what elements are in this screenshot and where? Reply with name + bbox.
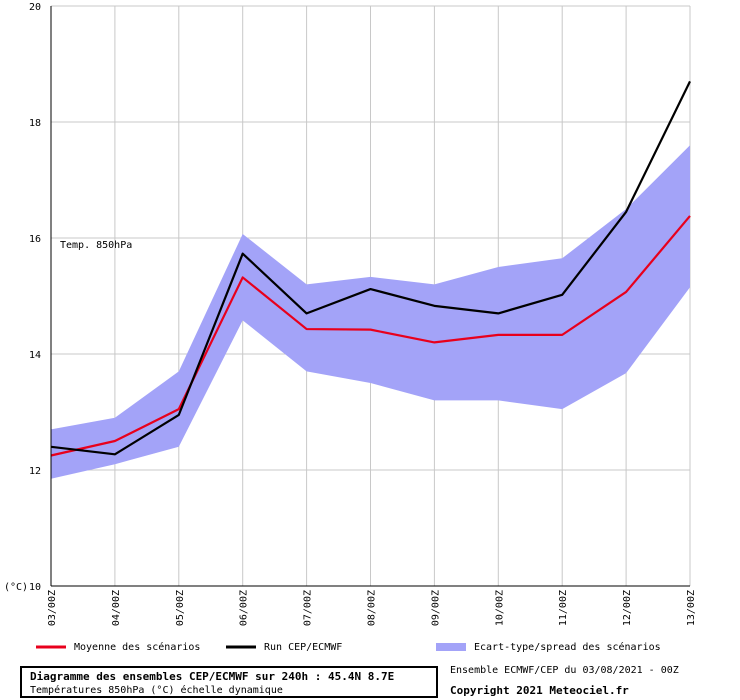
y-tick-label: 20 [29, 2, 41, 13]
legend: Moyenne des scénarios Run CEP/ECMWF Ecar… [36, 641, 661, 653]
y-tick-label: 14 [29, 350, 41, 361]
y-tick-label: 18 [29, 118, 41, 129]
chart-annotation: Temp. 850hPa [60, 240, 132, 251]
x-tick-label: 10/00Z [494, 590, 505, 626]
axis-layer: 10 12 14 16 18 20 03/00Z 04/00Z 05/00Z 06/00Z 07/0… [29, 2, 697, 626]
footer-subtitle: Températures 850hPa (°C) échelle dynamiq… [30, 685, 283, 696]
legend-label-spread: Ecart-type/spread des scénarios [474, 641, 661, 653]
series-line-layer [50, 80, 691, 457]
x-tick-label: 07/00Z [303, 590, 314, 626]
legend-label-mean: Moyenne des scénarios [74, 641, 200, 653]
copyright: Copyright 2021 Meteociel.fr [450, 684, 629, 697]
footer-title: Diagramme des ensembles CEP/ECMWF sur 24… [30, 670, 395, 683]
y-tick-label: 16 [29, 234, 41, 245]
y-tick-label: 10 [29, 582, 41, 593]
run-info: Ensemble ECMWF/CEP du 03/08/2021 - 00Z [450, 665, 679, 676]
y-tick-label: 12 [29, 466, 41, 477]
series-line-run [50, 80, 691, 456]
legend-label-run: Run CEP/ECMWF [264, 642, 342, 653]
x-tick-label: 09/00Z [430, 590, 441, 626]
x-tick-label: 11/00Z [558, 590, 569, 626]
x-tick-label: 08/00Z [367, 590, 378, 626]
x-tick-label: 05/00Z [175, 590, 186, 626]
footer-title-box: Diagramme des ensembles CEP/ECMWF sur 24… [20, 666, 438, 698]
x-tick-label: 13/00Z [686, 590, 697, 626]
x-tick-label: 12/00Z [622, 590, 633, 626]
x-tick-label: 03/00Z [47, 590, 58, 626]
x-tick-label: 04/00Z [111, 590, 122, 626]
series-line-mean [50, 215, 691, 457]
x-tick-label: 06/00Z [239, 590, 250, 626]
spread-band-layer [51, 145, 690, 479]
spread-band [51, 145, 690, 479]
y-axis-unit: (°C) [4, 582, 28, 593]
